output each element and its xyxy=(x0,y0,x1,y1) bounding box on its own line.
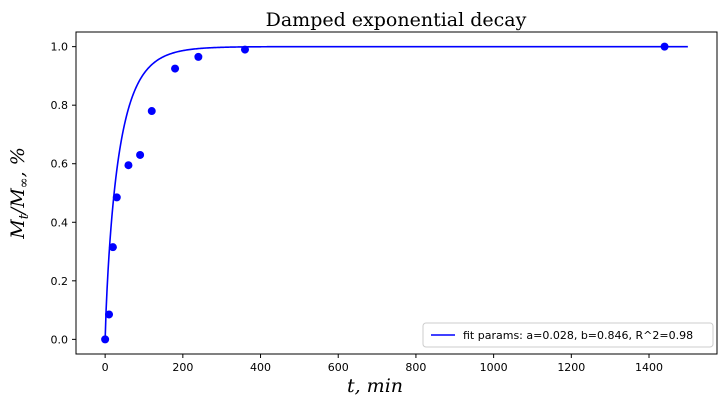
data-point xyxy=(147,107,156,116)
data-point xyxy=(105,310,114,319)
legend-entry-fit: fit params: a=0.028, b=0.846, R^2=0.98 xyxy=(463,329,693,342)
x-tick-label: 1400 xyxy=(635,361,663,374)
fit-curve xyxy=(104,45,688,340)
x-tick-label: 400 xyxy=(250,361,271,374)
y-axis-ticks: 0.0 0.2 0.4 0.6 0.8 1.0 xyxy=(51,41,76,346)
plot-content xyxy=(101,42,688,344)
chart-title: Damped exponential decay xyxy=(266,9,527,31)
x-tick-label: 1200 xyxy=(557,361,585,374)
data-point xyxy=(240,45,249,54)
x-tick-label: 1000 xyxy=(480,361,508,374)
data-point xyxy=(136,150,145,159)
y-tick-label: 0.6 xyxy=(51,158,69,171)
x-tick-label: 600 xyxy=(328,361,349,374)
data-point xyxy=(124,161,133,170)
y-tick-label: 1.0 xyxy=(51,41,69,54)
data-point xyxy=(108,243,117,252)
y-tick-label: 0.4 xyxy=(51,216,69,229)
legend: fit params: a=0.028, b=0.846, R^2=0.98 xyxy=(422,322,714,348)
y-tick-label: 0.2 xyxy=(51,275,69,288)
y-axis-label: Mt/M∞, % xyxy=(7,147,32,240)
x-tick-label: 0 xyxy=(102,361,109,374)
data-point xyxy=(171,64,180,73)
x-tick-label: 200 xyxy=(172,361,193,374)
x-tick-label: 800 xyxy=(405,361,426,374)
legend-box xyxy=(422,322,714,348)
plot-area xyxy=(75,31,718,355)
data-point xyxy=(101,335,110,344)
x-axis-label: t, min xyxy=(347,375,403,397)
data-point xyxy=(194,52,203,61)
y-tick-label: 0.0 xyxy=(51,333,69,346)
data-point xyxy=(660,42,669,51)
x-axis-ticks: 0 200 400 600 800 1000 1200 1400 xyxy=(102,354,663,374)
y-tick-label: 0.8 xyxy=(51,99,69,112)
data-point xyxy=(112,193,121,202)
